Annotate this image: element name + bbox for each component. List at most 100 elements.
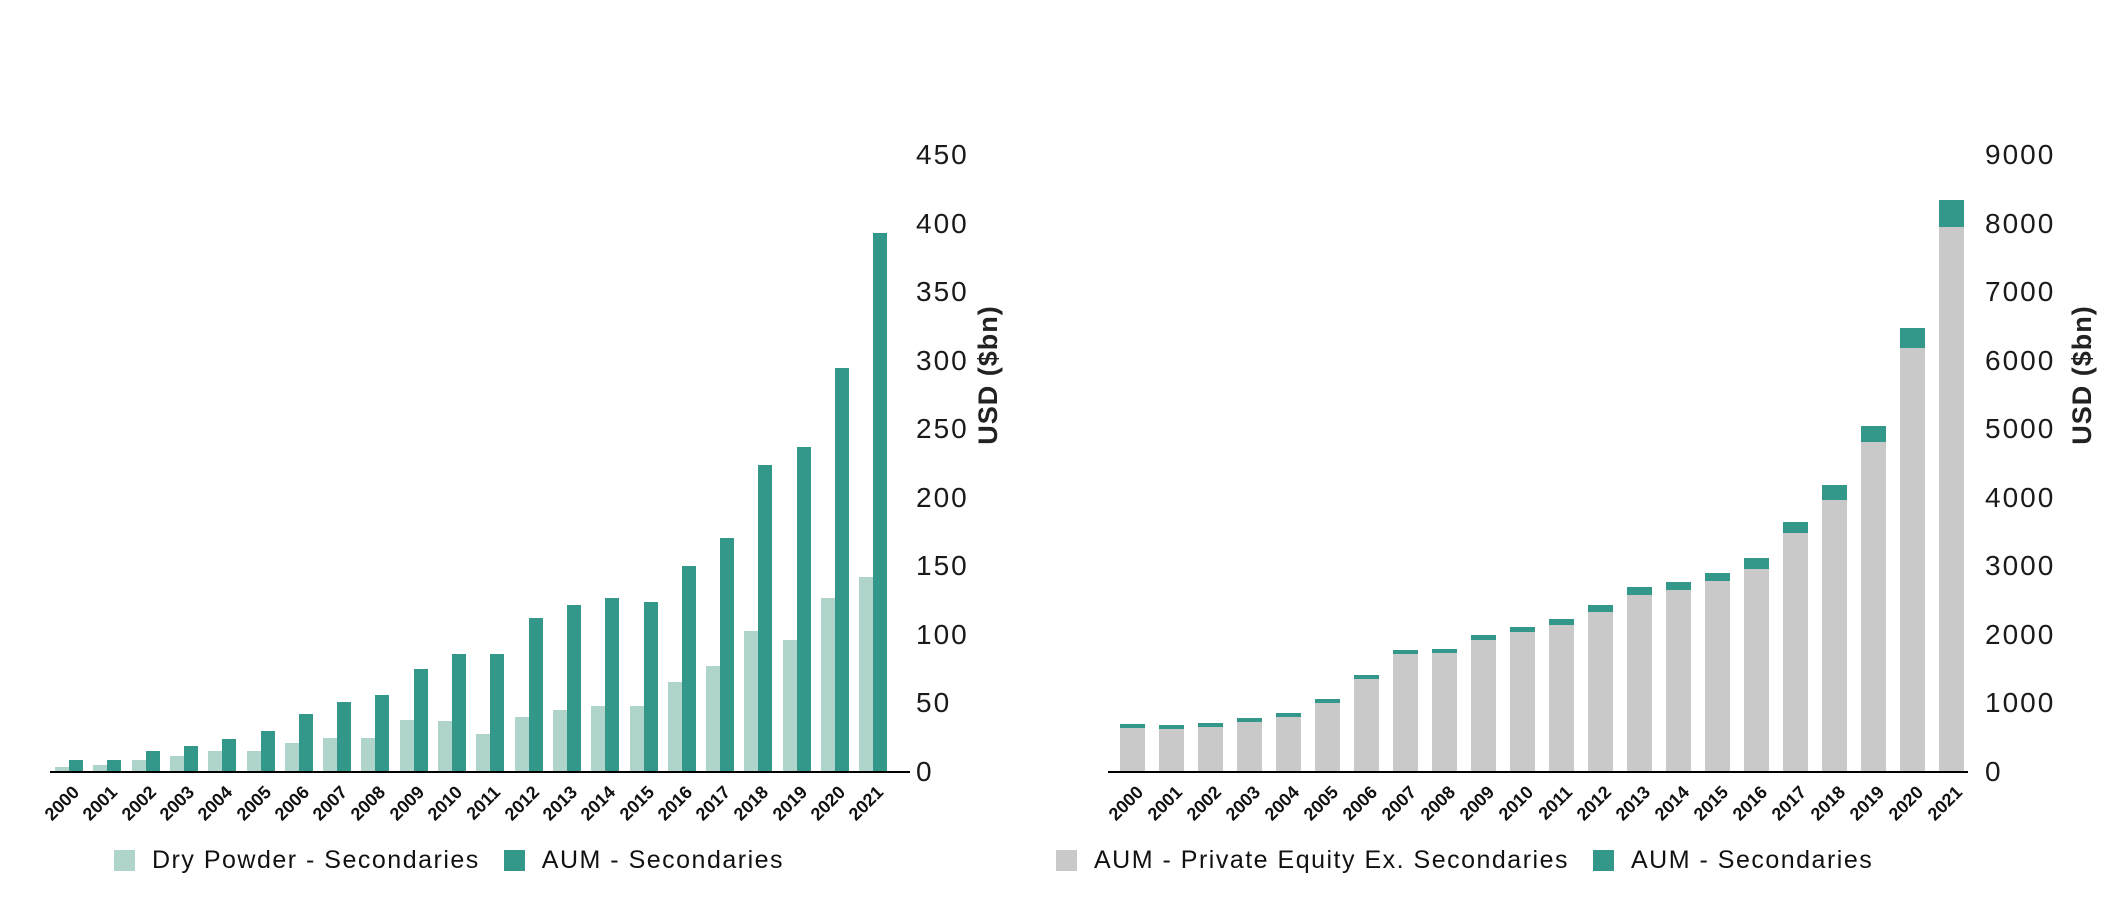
legend-swatch-icon <box>114 850 135 871</box>
bar-aum-secondaries-2021 <box>873 233 888 772</box>
bar-aum-secondaries-2002 <box>145 751 160 772</box>
legend-label: AUM - Secondaries <box>541 846 785 874</box>
bar-pe-ex-secondaries-2000 <box>1120 728 1145 772</box>
bar-dry-powder-2013 <box>552 710 567 772</box>
bar-pe-ex-secondaries-2008 <box>1432 653 1457 772</box>
legend-item: AUM - Private Equity Ex. Secondaries <box>1056 846 1569 875</box>
bar-pe-ex-secondaries-2007 <box>1393 653 1418 772</box>
bar-aum-secondaries-2003 <box>1237 718 1262 723</box>
bar-pe-ex-secondaries-2006 <box>1354 679 1379 772</box>
y-tick-label: 300 <box>916 344 969 376</box>
bar-pe-ex-secondaries-2018 <box>1822 500 1847 772</box>
bar-aum-secondaries-2017 <box>1783 521 1808 534</box>
y-tick-label: 450 <box>916 139 969 170</box>
bar-dry-powder-2015 <box>629 706 644 772</box>
bar-pe-ex-secondaries-2011 <box>1549 624 1574 772</box>
bar-aum-secondaries-2008 <box>375 695 390 772</box>
bar-aum-secondaries-2013 <box>566 604 581 772</box>
bar-aum-secondaries-2013 <box>1627 586 1652 596</box>
bar-dry-powder-2005 <box>246 751 261 772</box>
bar-dry-powder-2010 <box>438 721 452 772</box>
bar-pe-ex-secondaries-2021 <box>1939 226 1964 772</box>
legend-item: AUM - Secondaries <box>1593 846 1873 875</box>
y-tick-label: 3000 <box>1985 550 2056 582</box>
bar-dry-powder-2011 <box>476 733 491 772</box>
bar-aum-secondaries-2021 <box>1939 200 1964 227</box>
bar-dry-powder-2017 <box>706 666 721 772</box>
bar-aum-secondaries-2000 <box>1120 724 1145 729</box>
bar-dry-powder-2009 <box>399 719 414 772</box>
bar-pe-ex-secondaries-2019 <box>1861 441 1886 772</box>
bar-aum-secondaries-2015 <box>1705 572 1730 582</box>
bar-dry-powder-2001 <box>93 765 108 772</box>
bar-dry-powder-2008 <box>361 737 376 772</box>
legend-label: Dry Powder - Secondaries <box>152 846 480 874</box>
legend-left: Dry Powder - Secondaries AUM - Secondarie… <box>114 846 784 875</box>
y-tick-label: 50 <box>916 687 952 719</box>
bar-dry-powder-2021 <box>859 577 874 772</box>
y-tick-label: 2000 <box>1985 618 2056 650</box>
bar-pe-ex-secondaries-2003 <box>1237 722 1262 772</box>
legend-item: Dry Powder - Secondaries <box>114 846 480 875</box>
bar-pe-ex-secondaries-2001 <box>1159 729 1184 772</box>
bar-aum-secondaries-2020 <box>1900 328 1925 349</box>
bar-aum-secondaries-2008 <box>1432 649 1457 654</box>
bar-dry-powder-2014 <box>591 706 606 772</box>
legend-swatch-icon <box>1056 850 1077 871</box>
legend-item: AUM - Secondaries <box>503 846 785 875</box>
legend-label: AUM - Private Equity Ex. Secondaries <box>1094 846 1569 874</box>
bar-aum-secondaries-2019 <box>1861 425 1886 442</box>
bar-pe-ex-secondaries-2005 <box>1315 703 1340 772</box>
bar-aum-secondaries-2016 <box>681 566 696 772</box>
y-tick-label: 9000 <box>1985 139 2056 170</box>
bar-dry-powder-2000 <box>55 766 69 772</box>
legend-label: AUM - Secondaries <box>1631 846 1874 874</box>
y-tick-label: 8000 <box>1985 207 2056 239</box>
bar-aum-secondaries-2007 <box>337 702 352 772</box>
bar-dry-powder-2002 <box>131 759 146 772</box>
x-axis-line-right <box>1108 771 1968 773</box>
bar-aum-secondaries-2015 <box>643 601 658 772</box>
bar-aum-secondaries-2012 <box>1588 604 1613 613</box>
bar-pe-ex-secondaries-2017 <box>1783 533 1808 772</box>
bar-pe-ex-secondaries-2012 <box>1588 612 1613 772</box>
bar-pe-ex-secondaries-2004 <box>1276 717 1301 772</box>
bar-aum-secondaries-2004 <box>1276 713 1301 718</box>
y-tick-label: 7000 <box>1985 276 2056 308</box>
bar-aum-secondaries-2001 <box>1159 725 1184 730</box>
bar-aum-secondaries-2011 <box>1549 618 1574 625</box>
bar-aum-secondaries-2007 <box>1393 649 1418 654</box>
bar-aum-secondaries-2004 <box>222 739 237 772</box>
bar-pe-ex-secondaries-2009 <box>1471 639 1496 772</box>
bar-aum-secondaries-2014 <box>1666 581 1691 591</box>
legend-right: AUM - Private Equity Ex. Secondaries AUM … <box>1056 846 1873 875</box>
bar-dry-powder-2004 <box>208 751 223 772</box>
bar-aum-secondaries-2011 <box>490 654 505 772</box>
y-axis-title-right: USD ($bn) <box>2067 305 2097 445</box>
legend-swatch-icon <box>1593 850 1614 871</box>
bar-dry-powder-2012 <box>514 717 529 772</box>
bar-pe-ex-secondaries-2015 <box>1705 581 1730 772</box>
bar-dry-powder-2007 <box>323 737 338 772</box>
bar-pe-ex-secondaries-2002 <box>1198 726 1223 772</box>
bar-aum-secondaries-2017 <box>720 537 735 772</box>
y-tick-label: 5000 <box>1985 413 2056 445</box>
bar-dry-powder-2003 <box>169 755 184 772</box>
bar-aum-secondaries-2000 <box>69 759 83 772</box>
bar-aum-secondaries-2016 <box>1744 558 1769 569</box>
bar-pe-ex-secondaries-2014 <box>1666 590 1691 772</box>
bar-aum-secondaries-2003 <box>183 745 198 772</box>
bar-pe-ex-secondaries-2013 <box>1627 595 1652 772</box>
bar-aum-secondaries-2010 <box>1510 626 1535 633</box>
y-tick-label: 400 <box>916 207 969 239</box>
y-tick-label: 1000 <box>1985 687 2056 719</box>
bar-aum-secondaries-2014 <box>605 597 620 772</box>
bar-aum-secondaries-2019 <box>796 447 811 772</box>
y-tick-label: 0 <box>916 756 934 787</box>
bar-pe-ex-secondaries-2016 <box>1744 568 1769 772</box>
y-axis-title-left: USD ($bn) <box>973 305 1003 445</box>
bar-aum-secondaries-2006 <box>298 714 313 772</box>
y-tick-label: 250 <box>916 413 969 445</box>
bar-aum-secondaries-2009 <box>413 669 428 772</box>
